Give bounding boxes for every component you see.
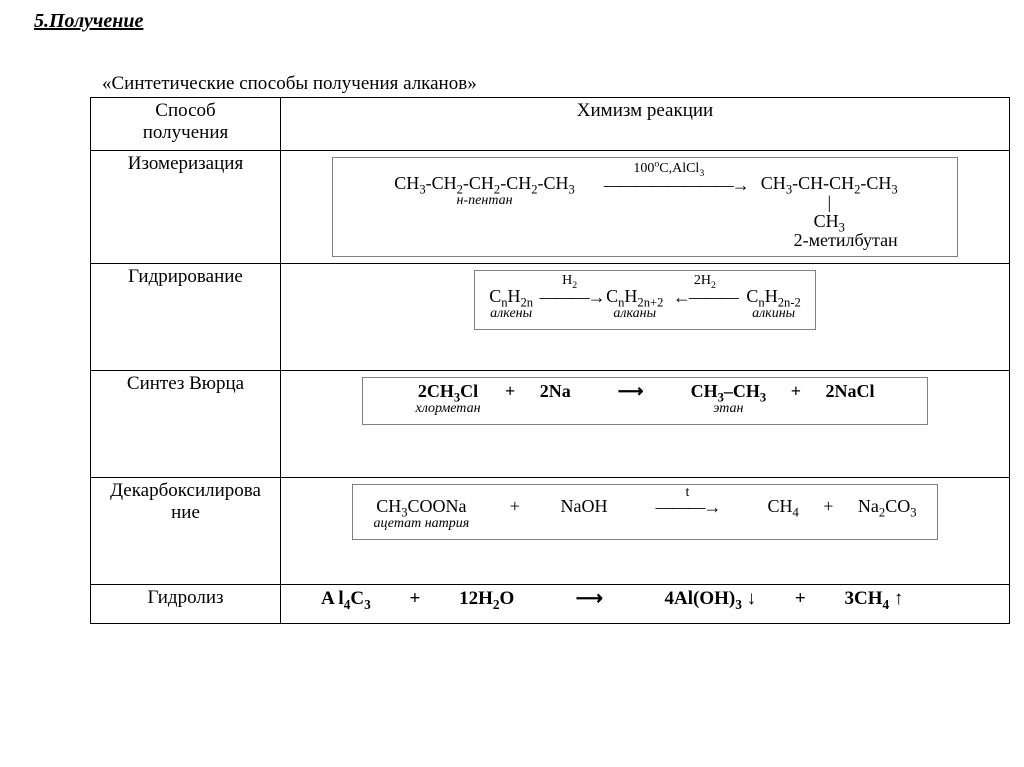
chem-decarb: CH3COONa ацетат натрия + NaOH t ———→ xyxy=(281,477,1010,584)
table-row: Декарбоксилирова ние CH3COONa ацетат нат… xyxy=(91,477,1010,584)
table-container: «Синтетические способы получения алканов… xyxy=(90,73,1010,624)
header-method: Способ получения xyxy=(91,98,281,151)
chem-wurtz: 2CH3Cl хлорметан + 2Na ⟶ xyxy=(281,370,1010,477)
table-row: Гидролиз A l4C3 + 12H2O ⟶ 4Al(OH)3 ↓ + 3… xyxy=(91,584,1010,623)
table-row: Синтез Вюрца 2CH3Cl хлорметан + 2Na xyxy=(91,370,1010,477)
method-decarb: Декарбоксилирова ние xyxy=(91,477,281,584)
table-header-row: Способ получения Химизм реакции xyxy=(91,98,1010,151)
method-hydrogenation: Гидрирование xyxy=(91,263,281,370)
methods-table: Способ получения Химизм реакции Изомериз… xyxy=(90,97,1010,624)
section-heading: 5.Получение xyxy=(34,10,994,33)
table-row: Изомеризация CH3-CH2-CH2-CH2-CH3 н-пента… xyxy=(91,151,1010,264)
method-isomerization: Изомеризация xyxy=(91,151,281,264)
chem-isomerization: CH3-CH2-CH2-CH2-CH3 н-пентан 100oC,AlCl3… xyxy=(281,151,1010,264)
formula-isomerization: CH3-CH2-CH2-CH2-CH3 н-пентан 100oC,AlCl3… xyxy=(332,157,958,257)
formula-decarb: CH3COONa ацетат натрия + NaOH t ———→ xyxy=(352,484,938,540)
table-caption: «Синтетические способы получения алканов… xyxy=(102,73,1010,95)
method-hydrolysis: Гидролиз xyxy=(91,584,281,623)
chem-hydrolysis: A l4C3 + 12H2O ⟶ 4Al(OH)3 ↓ + 3CH4 ↑ xyxy=(281,584,1010,623)
table-row: Гидрирование CnH2n алкены H2 ———→ xyxy=(91,263,1010,370)
method-wurtz: Синтез Вюрца xyxy=(91,370,281,477)
formula-wurtz: 2CH3Cl хлорметан + 2Na ⟶ xyxy=(362,377,928,425)
header-chemistry: Химизм реакции xyxy=(281,98,1010,151)
chem-hydrogenation: CnH2n алкены H2 ———→ CnH2n+2 алканы xyxy=(281,263,1010,370)
formula-hydrogenation: CnH2n алкены H2 ———→ CnH2n+2 алканы xyxy=(474,270,816,330)
